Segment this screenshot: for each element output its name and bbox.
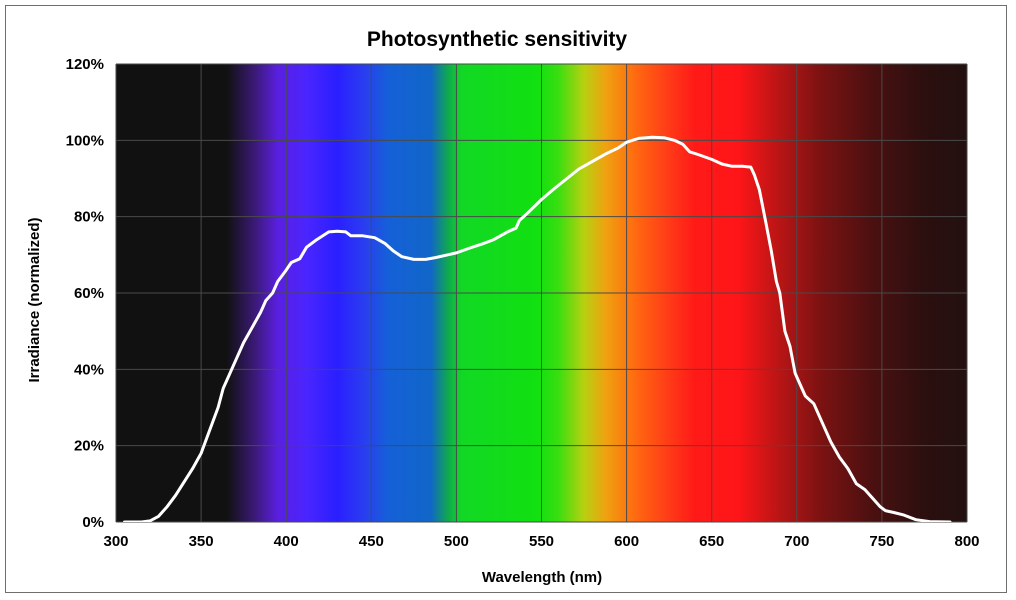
y-tick-label: 60% <box>74 285 104 302</box>
gridlines <box>115 63 968 523</box>
y-axis-ticks: 0% 20% 40% 60% 80% 100% 120% <box>66 56 104 531</box>
x-tick-label: 450 <box>359 533 384 550</box>
x-tick-label: 300 <box>103 533 128 550</box>
chart-title: Photosynthetic sensitivity <box>367 28 628 51</box>
x-tick-label: 750 <box>869 533 894 550</box>
x-tick-label: 350 <box>189 533 214 550</box>
y-tick-label: 80% <box>74 209 104 226</box>
x-axis-label: Wavelength (nm) <box>482 569 602 586</box>
y-axis-label: Irradiance (normalized) <box>26 217 43 382</box>
x-tick-label: 600 <box>614 533 639 550</box>
x-tick-label: 800 <box>954 533 979 550</box>
x-axis-ticks: 300 350 400 450 500 550 600 650 700 750 800 <box>103 533 979 550</box>
y-tick-label: 100% <box>66 132 104 149</box>
y-tick-label: 0% <box>82 514 104 531</box>
series-line-photosynthetic-sensitivity <box>123 135 952 522</box>
chart-frame: Photosynthetic sensitivity 0% 20% 40% 60% 80… <box>5 5 1007 593</box>
x-tick-label: 700 <box>784 533 809 550</box>
y-tick-label: 120% <box>66 56 104 73</box>
chart-svg: Photosynthetic sensitivity 0% 20% 40% 60% 80… <box>26 28 980 586</box>
x-tick-label: 550 <box>529 533 554 550</box>
x-tick-label: 400 <box>274 533 299 550</box>
x-tick-label: 500 <box>444 533 469 550</box>
y-tick-label: 40% <box>74 361 104 378</box>
x-tick-label: 650 <box>699 533 724 550</box>
y-tick-label: 20% <box>74 438 104 455</box>
